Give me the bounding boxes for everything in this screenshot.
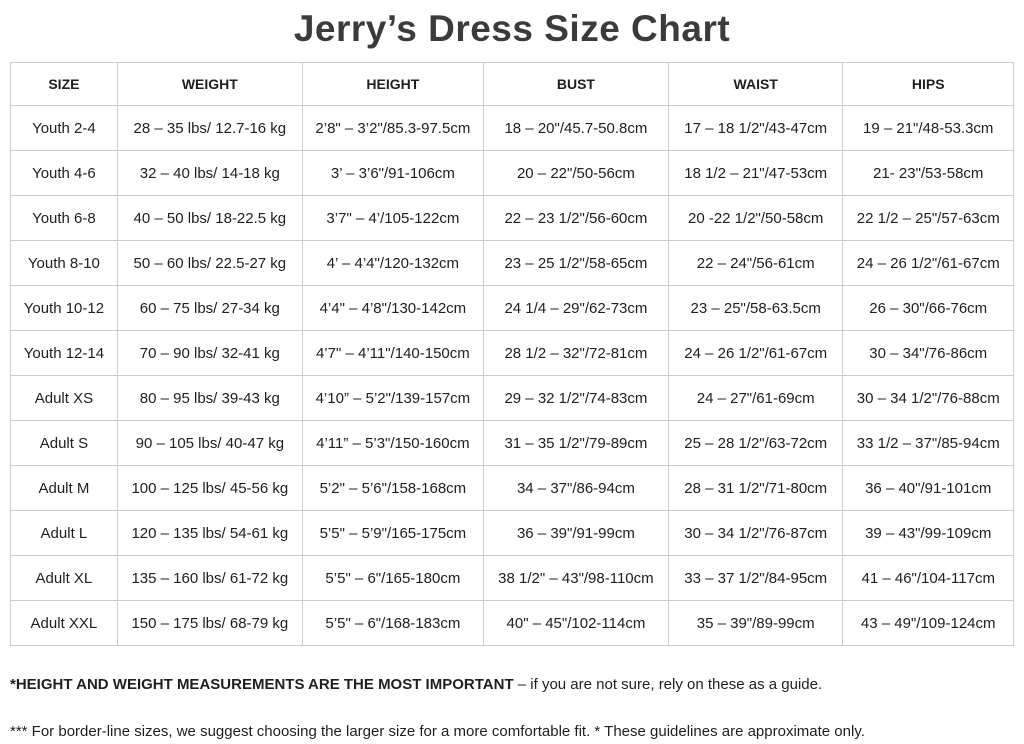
- cell-weight: 150 – 175 lbs/ 68-79 kg: [116, 600, 303, 646]
- cell-height: 5’2" – 5’6"/158-168cm: [301, 465, 484, 511]
- cell-size: Youth 10-12: [10, 285, 118, 331]
- cell-bust: 38 1/2" – 43"/98-110cm: [482, 555, 669, 601]
- cell-size: Youth 8-10: [10, 240, 118, 286]
- cell-height: 4’ – 4’4"/120-132cm: [301, 240, 484, 286]
- cell-size: Youth 4-6: [10, 150, 118, 196]
- cell-weight: 40 – 50 lbs/ 18-22.5 kg: [116, 195, 303, 241]
- cell-height: 4’11” – 5’3"/150-160cm: [301, 420, 484, 466]
- cell-waist: 33 – 37 1/2"/84-95cm: [667, 555, 844, 601]
- cell-weight: 100 – 125 lbs/ 45-56 kg: [116, 465, 303, 511]
- note-measurements-rest: – if you are not sure, rely on these as …: [513, 676, 823, 693]
- cell-hips: 41 – 46"/104-117cm: [842, 555, 1014, 601]
- note-borderline-sizes: *** For border-line sizes, we suggest ch…: [10, 723, 865, 740]
- table-row: Adult M 100 – 125 lbs/ 45-56 kg 5’2" – 5’6…: [10, 465, 1014, 511]
- cell-hips: 22 1/2 – 25"/57-63cm: [842, 195, 1014, 241]
- cell-bust: 20 – 22"/50-56cm: [482, 150, 669, 196]
- cell-waist: 28 – 31 1/2"/71-80cm: [667, 465, 844, 511]
- cell-height: 5’5" – 6"/165-180cm: [301, 555, 484, 601]
- cell-size: Youth 6-8: [10, 195, 118, 241]
- cell-hips: 30 – 34"/76-86cm: [842, 330, 1014, 376]
- column-header-size: SIZE: [10, 62, 118, 106]
- page-title: Jerry’s Dress Size Chart: [293, 8, 731, 49]
- cell-weight: 90 – 105 lbs/ 40-47 kg: [116, 420, 303, 466]
- table-row: Youth 6-8 40 – 50 lbs/ 18-22.5 kg 3’7" – 4…: [10, 195, 1014, 241]
- note-measurements-bold: *HEIGHT AND WEIGHT MEASUREMENTS ARE THE …: [10, 676, 514, 693]
- cell-weight: 50 – 60 lbs/ 22.5-27 kg: [116, 240, 303, 286]
- cell-bust: 22 – 23 1/2"/56-60cm: [482, 195, 669, 241]
- cell-hips: 30 – 34 1/2"/76-88cm: [842, 375, 1014, 421]
- cell-size: Adult XL: [10, 555, 118, 601]
- size-table: SIZE WEIGHT HEIGHT BUST WAIST HIPS Youth 2-4 2…: [10, 62, 1014, 646]
- note-measurements: *HEIGHT AND WEIGHT MEASUREMENTS ARE THE …: [10, 675, 1014, 695]
- cell-hips: 26 – 30"/66-76cm: [842, 285, 1014, 331]
- cell-height: 5’5" – 6"/168-183cm: [301, 600, 484, 646]
- cell-bust: 31 – 35 1/2"/79-89cm: [482, 420, 669, 466]
- cell-height: 2’8" – 3’2"/85.3-97.5cm: [301, 105, 484, 151]
- cell-bust: 23 – 25 1/2"/58-65cm: [482, 240, 669, 286]
- cell-size: Youth 2-4: [10, 105, 118, 151]
- table-row: Adult S 90 – 105 lbs/ 40-47 kg 4’11” – 5’3…: [10, 420, 1014, 466]
- column-header-weight: WEIGHT: [116, 62, 303, 106]
- cell-size: Adult L: [10, 510, 118, 556]
- cell-size: Adult XS: [10, 375, 118, 421]
- cell-height: 5’5" – 5’9"/165-175cm: [301, 510, 484, 556]
- table-row: Youth 8-10 50 – 60 lbs/ 22.5-27 kg 4’ – 4’…: [10, 240, 1014, 286]
- cell-height: 3’7" – 4’/105-122cm: [301, 195, 484, 241]
- cell-weight: 32 – 40 lbs/ 14-18 kg: [116, 150, 303, 196]
- cell-bust: 36 – 39"/91-99cm: [482, 510, 669, 556]
- cell-height: 3’ – 3’6"/91-106cm: [301, 150, 484, 196]
- cell-weight: 120 – 135 lbs/ 54-61 kg: [116, 510, 303, 556]
- column-header-hips: HIPS: [842, 62, 1014, 106]
- cell-size: Adult S: [10, 420, 118, 466]
- cell-waist: 30 – 34 1/2"/76-87cm: [667, 510, 844, 556]
- table-row: Adult XXL 150 – 175 lbs/ 68-79 kg 5’5" – 6…: [10, 600, 1014, 646]
- cell-size: Youth 12-14: [10, 330, 118, 376]
- cell-weight: 70 – 90 lbs/ 32-41 kg: [116, 330, 303, 376]
- table-row: Adult L 120 – 135 lbs/ 54-61 kg 5’5" – 5’9…: [10, 510, 1014, 556]
- cell-waist: 24 – 26 1/2"/61-67cm: [667, 330, 844, 376]
- size-table-body: Youth 2-4 28 – 35 lbs/ 12.7-16 kg 2’8" – 3…: [10, 105, 1014, 646]
- table-row: Youth 4-6 32 – 40 lbs/ 14-18 kg 3’ – 3’6"/…: [10, 150, 1014, 196]
- cell-hips: 21- 23"/53-58cm: [842, 150, 1014, 196]
- cell-weight: 80 – 95 lbs/ 39-43 kg: [116, 375, 303, 421]
- cell-bust: 34 – 37"/86-94cm: [482, 465, 669, 511]
- column-header-waist: WAIST: [667, 62, 844, 106]
- cell-height: 4’10” – 5’2"/139-157cm: [301, 375, 484, 421]
- cell-waist: 17 – 18 1/2"/43-47cm: [667, 105, 844, 151]
- table-row: Youth 2-4 28 – 35 lbs/ 12.7-16 kg 2’8" – 3…: [10, 105, 1014, 151]
- cell-waist: 20 -22 1/2"/50-58cm: [667, 195, 844, 241]
- cell-bust: 24 1/4 – 29"/62-73cm: [482, 285, 669, 331]
- column-header-height: HEIGHT: [301, 62, 484, 106]
- cell-size: Adult XXL: [10, 600, 118, 646]
- cell-weight: 135 – 160 lbs/ 61-72 kg: [116, 555, 303, 601]
- cell-waist: 18 1/2 – 21"/47-53cm: [667, 150, 844, 196]
- table-row: Youth 12-14 70 – 90 lbs/ 32-41 kg 4’7" – 4…: [10, 330, 1014, 376]
- cell-waist: 23 – 25"/58-63.5cm: [667, 285, 844, 331]
- column-header-bust: BUST: [482, 62, 669, 106]
- cell-hips: 43 – 49"/109-124cm: [842, 600, 1014, 646]
- table-row: Adult XS 80 – 95 lbs/ 39-43 kg 4’10” – 5’2…: [10, 375, 1014, 421]
- cell-bust: 28 1/2 – 32"/72-81cm: [482, 330, 669, 376]
- cell-height: 4’4" – 4’8"/130-142cm: [301, 285, 484, 331]
- cell-bust: 18 – 20"/45.7-50.8cm: [482, 105, 669, 151]
- cell-waist: 24 – 27"/61-69cm: [667, 375, 844, 421]
- cell-waist: 35 – 39"/89-99cm: [667, 600, 844, 646]
- cell-size: Adult M: [10, 465, 118, 511]
- cell-bust: 40" – 45"/102-114cm: [482, 600, 669, 646]
- cell-weight: 28 – 35 lbs/ 12.7-16 kg: [116, 105, 303, 151]
- cell-waist: 25 – 28 1/2"/63-72cm: [667, 420, 844, 466]
- size-table-header-row: SIZE WEIGHT HEIGHT BUST WAIST HIPS: [10, 62, 1014, 106]
- cell-bust: 29 – 32 1/2"/74-83cm: [482, 375, 669, 421]
- table-row: Youth 10-12 60 – 75 lbs/ 27-34 kg 4’4" – 4…: [10, 285, 1014, 331]
- cell-hips: 33 1/2 – 37"/85-94cm: [842, 420, 1014, 466]
- cell-hips: 19 – 21"/48-53.3cm: [842, 105, 1014, 151]
- cell-hips: 39 – 43"/99-109cm: [842, 510, 1014, 556]
- cell-height: 4’7" – 4’11"/140-150cm: [301, 330, 484, 376]
- cell-waist: 22 – 24"/56-61cm: [667, 240, 844, 286]
- cell-hips: 36 – 40"/91-101cm: [842, 465, 1014, 511]
- cell-hips: 24 – 26 1/2"/61-67cm: [842, 240, 1014, 286]
- table-row: Adult XL 135 – 160 lbs/ 61-72 kg 5’5" – 6"…: [10, 555, 1014, 601]
- cell-weight: 60 – 75 lbs/ 27-34 kg: [116, 285, 303, 331]
